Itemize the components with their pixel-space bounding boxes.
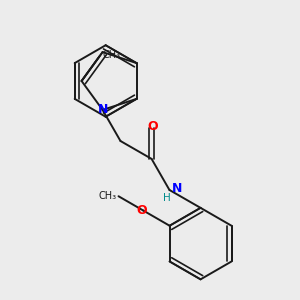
Text: O: O [147, 120, 158, 133]
Text: N: N [98, 103, 108, 116]
Text: CH₃: CH₃ [99, 191, 117, 201]
Text: H: H [163, 193, 170, 203]
Text: O: O [136, 204, 147, 217]
Text: N: N [172, 182, 183, 195]
Text: CH₃: CH₃ [102, 50, 120, 60]
